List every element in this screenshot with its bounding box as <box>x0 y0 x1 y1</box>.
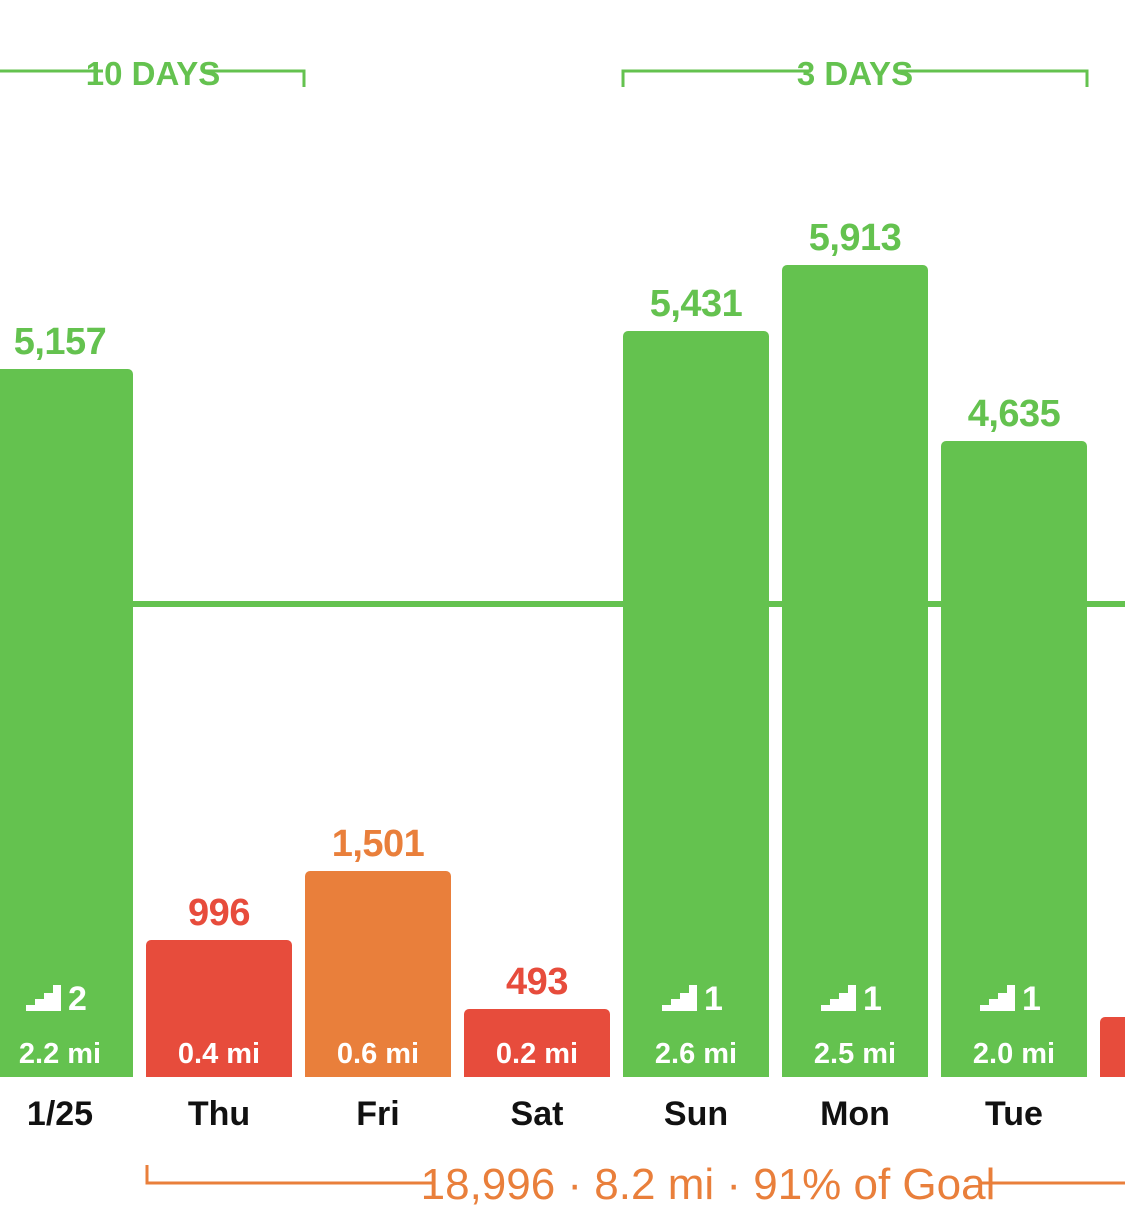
value-label: 5,431 <box>650 283 743 325</box>
x-tick-label: Tue <box>985 1095 1043 1133</box>
stairs-icon <box>26 985 61 1011</box>
bar <box>623 331 769 1077</box>
bar-base <box>623 1069 769 1077</box>
value-label: 493 <box>506 961 568 1003</box>
distance-label: 2.6 mi <box>655 1038 737 1070</box>
bar <box>941 441 1087 1077</box>
streak-bracket <box>899 69 1089 87</box>
x-tick-label: 1/25 <box>27 1095 93 1133</box>
bar-base <box>941 1069 1087 1077</box>
distance-label: 0.6 mi <box>337 1038 419 1070</box>
stairs-icon <box>662 985 697 1011</box>
bar-base <box>1100 1069 1125 1077</box>
summary-label: 18,996 · 8.2 mi · 91% of Goal <box>421 1160 996 1209</box>
streak-bracket <box>203 69 306 87</box>
x-tick-label: Fri <box>356 1095 399 1133</box>
bar-base <box>305 1069 451 1077</box>
value-label: 5,157 <box>14 321 107 363</box>
distance-label: 2.5 mi <box>814 1038 896 1070</box>
bar-base <box>146 1069 292 1077</box>
flights-count: 1 <box>1022 980 1041 1018</box>
flights-count: 1 <box>704 980 723 1018</box>
streak-label: 3 DAYS <box>797 55 913 92</box>
value-label: 1,501 <box>332 823 425 865</box>
value-label: 996 <box>188 892 250 934</box>
summary-bracket <box>145 1165 432 1185</box>
value-label: 5,913 <box>809 217 902 259</box>
x-tick-label: Thu <box>188 1095 250 1133</box>
streak-label: 10 DAYS <box>86 55 221 92</box>
value-label: 4,635 <box>968 393 1061 435</box>
bar-base <box>782 1069 928 1077</box>
streak-bracket <box>621 69 811 87</box>
flights-count: 2 <box>68 980 87 1018</box>
distance-label: 2.2 mi <box>19 1038 101 1070</box>
stairs-icon <box>980 985 1015 1011</box>
bar <box>305 871 451 1077</box>
x-tick-label: Mon <box>820 1095 890 1133</box>
bar <box>1100 1017 1125 1077</box>
distance-label: 2.0 mi <box>973 1038 1055 1070</box>
flights-count: 1 <box>863 980 882 1018</box>
x-tick-label: Sat <box>511 1095 564 1133</box>
goal-line <box>0 601 1125 607</box>
bar <box>464 1009 610 1077</box>
stairs-icon <box>821 985 856 1011</box>
bar <box>146 940 292 1077</box>
bar-base <box>0 1069 133 1077</box>
x-tick-label: Sun <box>664 1095 728 1133</box>
bar <box>782 265 928 1077</box>
distance-label: 0.4 mi <box>178 1038 260 1070</box>
bar <box>0 369 133 1077</box>
bar-base <box>464 1069 610 1077</box>
distance-label: 0.2 mi <box>496 1038 578 1070</box>
